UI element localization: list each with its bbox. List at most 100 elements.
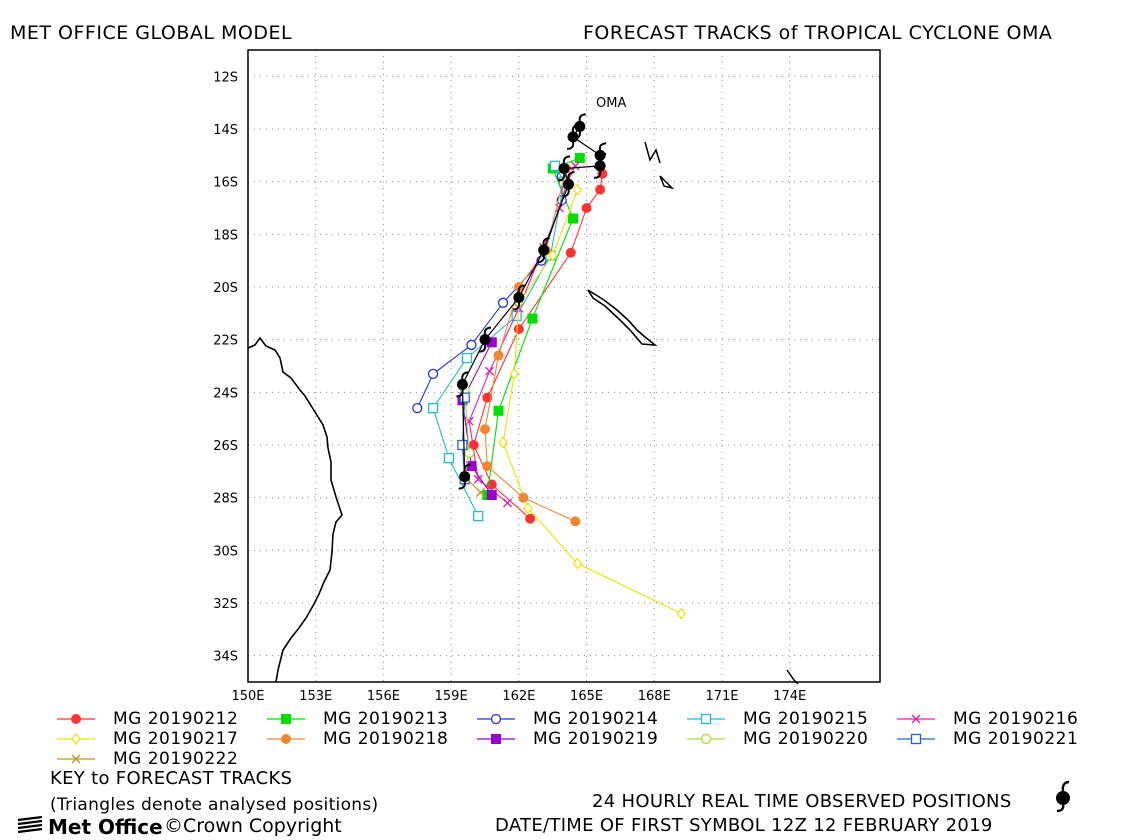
observed-position-cyclone-icon [562, 171, 575, 198]
legend-swatch [477, 713, 515, 725]
y-tick-label: 30S [213, 544, 238, 559]
track-mg-20190215 [427, 160, 570, 522]
legend-label: MG 20190217 [113, 729, 239, 749]
legend-label: MG 20190218 [323, 729, 449, 749]
met-office-logo-text: Met Office [48, 815, 163, 839]
observed-position-cyclone-icon [456, 371, 469, 398]
legend-swatch [687, 713, 725, 725]
map-frame [247, 49, 881, 683]
y-tick-label: 26S [213, 439, 238, 454]
y-tick-label: 32S [213, 597, 238, 612]
track-point [509, 367, 520, 380]
legend-label: MG 20190216 [953, 709, 1079, 729]
track-point [547, 249, 558, 262]
x-tick-label: 153E [299, 689, 332, 704]
legend-label: MG 20190219 [533, 729, 659, 749]
observed-position-cyclone-icon [512, 284, 525, 311]
x-tick-label: 162E [502, 689, 535, 704]
legend-label: MG 20190222 [113, 749, 239, 769]
track-point [427, 402, 439, 414]
observed-position-cyclone-icon [557, 155, 571, 182]
header-chart-title: FORECAST TRACKS of TROPICAL CYCLONE OMA [583, 22, 1053, 44]
legend-label: MG 20190212 [113, 709, 239, 729]
legend-label: MG 20190221 [953, 729, 1079, 749]
track-point [570, 161, 580, 171]
y-tick-label: 12S [213, 70, 238, 85]
observed-position-cyclone-icon [478, 326, 492, 353]
track-point [466, 461, 477, 472]
track-point [493, 405, 504, 416]
track-point [493, 350, 504, 361]
track-point [525, 513, 536, 524]
track-point [497, 297, 509, 308]
legend-swatch [267, 734, 305, 744]
first-symbol-datetime: DATE/TIME OF FIRST SYMBOL 12Z 12 FEBRUAR… [495, 815, 993, 836]
track-mg-20190213 [482, 152, 585, 501]
legend-marker [491, 734, 501, 744]
legend-marker [71, 714, 81, 724]
y-tick-label: 28S [213, 492, 238, 507]
header-model-title: MET OFFICE GLOBAL MODEL [10, 22, 293, 44]
track-mg-20190212 [468, 168, 608, 524]
axis-tick-labels: 150E 153E 156E 159E 162E 165E 168E 171E 174E 12S 1… [213, 70, 806, 704]
y-tick-label: 22S [213, 334, 238, 349]
x-tick-label: 156E [367, 689, 400, 704]
track-point [572, 183, 583, 196]
track-point [485, 366, 495, 376]
track-point [570, 516, 581, 527]
track-point [581, 203, 592, 213]
track-point [461, 352, 473, 364]
track-point [568, 213, 579, 224]
track-point [572, 557, 583, 570]
track-point [511, 310, 522, 322]
observed-positions-note: 24 HOURLY REAL TIME OBSERVED POSITIONS [592, 791, 1012, 812]
track-mg-20190217 [498, 183, 687, 620]
track-mg-20190216 [464, 161, 580, 508]
track-point [468, 440, 479, 450]
track-point [486, 490, 497, 501]
legend-label: MG 20190215 [743, 709, 869, 729]
legend-marker [910, 733, 922, 745]
track-line [432, 165, 565, 517]
met-office-logo-icon [17, 816, 43, 834]
x-tick-label: 174E [773, 689, 806, 704]
australia-coastline [247, 336, 343, 683]
track-point [565, 247, 576, 258]
track-point [595, 184, 606, 195]
storm-label: OMA [596, 96, 626, 111]
legend-marker [700, 713, 712, 725]
observed-position-cyclone-icon [458, 463, 471, 490]
track-point [459, 392, 470, 403]
legend-swatch [687, 733, 725, 745]
track-point [480, 424, 490, 435]
track-point [466, 339, 477, 351]
legend-label: MG 20190213 [323, 709, 449, 729]
legend-swatch [267, 714, 305, 724]
track-point [427, 368, 439, 380]
y-tick-label: 34S [213, 650, 238, 665]
track-line [502, 189, 682, 614]
key-title: KEY to FORECAST TRACKS [50, 768, 293, 789]
legend-marker [71, 733, 81, 745]
x-tick-label: 150E [231, 689, 264, 704]
observed-position-cyclone-icon [566, 123, 580, 150]
legend-swatch [57, 714, 95, 724]
y-tick-label: 14S [213, 123, 238, 138]
track-line [484, 168, 576, 522]
track-point [475, 487, 485, 497]
grid [247, 50, 880, 682]
y-tick-label: 16S [213, 176, 238, 191]
legend-swatch [57, 733, 95, 745]
track-point [473, 474, 483, 484]
track-point [676, 607, 687, 620]
observed-track-line [461, 126, 601, 477]
copyright-notice: ©Crown Copyright [164, 815, 342, 837]
legend-swatch [897, 733, 935, 745]
x-tick-label: 165E [570, 689, 603, 704]
cyclone-symbol-icon [1056, 780, 1070, 812]
track-point [457, 439, 468, 451]
legend-marker [281, 734, 291, 744]
track-point [498, 436, 508, 449]
coastlines [247, 141, 799, 685]
